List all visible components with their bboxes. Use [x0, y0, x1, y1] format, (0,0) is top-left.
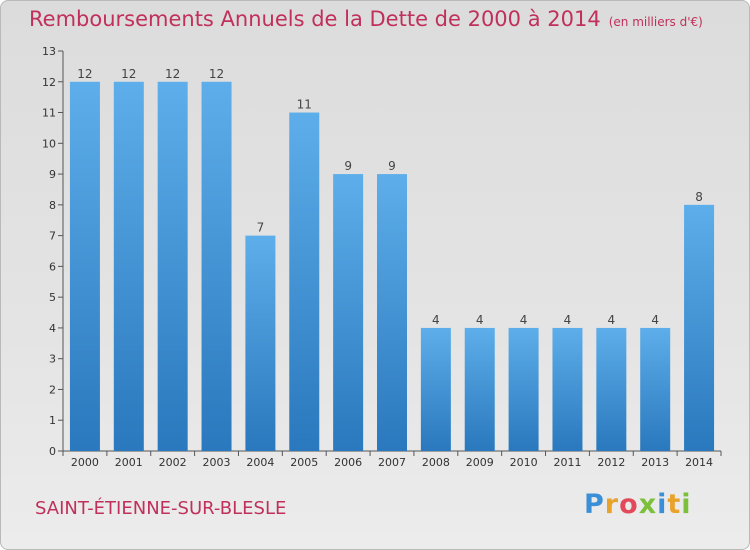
- x-tick-label: 2007: [378, 456, 406, 469]
- chart-title-text: Remboursements Annuels de la Dette de 20…: [29, 7, 601, 31]
- y-tick-label: 7: [49, 230, 56, 243]
- y-tick-label: 0: [49, 445, 56, 458]
- y-tick-label: 10: [42, 137, 56, 150]
- data-label: 12: [121, 67, 136, 81]
- bar-2007: [377, 174, 407, 452]
- chart-data-labels: 12 12 12 12 7 11 9 9 4 4 4 4 4 4 8: [77, 67, 703, 327]
- chart-bars: [69, 81, 715, 452]
- data-label: 4: [476, 313, 484, 327]
- data-label: 9: [388, 159, 396, 173]
- x-tick-label: 2004: [246, 456, 274, 469]
- bar-2004: [245, 235, 276, 451]
- y-tick-label: 6: [49, 260, 56, 273]
- data-label: 12: [165, 67, 180, 81]
- data-label: 11: [297, 98, 312, 112]
- bar-2000: [69, 81, 100, 452]
- y-tick-label: 9: [49, 168, 56, 181]
- data-label: 4: [651, 313, 659, 327]
- chart-subtitle: (en milliers d'€): [608, 15, 703, 29]
- bar-2002: [157, 81, 188, 452]
- chart-title: Remboursements Annuels de la Dette de 20…: [29, 7, 703, 31]
- bar-2014: [684, 204, 715, 451]
- x-tick-label: 2003: [203, 456, 231, 469]
- data-label: 9: [344, 159, 352, 173]
- bar-2003: [201, 81, 232, 452]
- bar-2005: [289, 112, 320, 452]
- data-label: 12: [77, 67, 92, 81]
- x-tick-label: 2002: [159, 456, 187, 469]
- y-tick-label: 3: [49, 353, 56, 366]
- y-tick-label: 1: [49, 414, 56, 427]
- bar-2010: [508, 327, 539, 451]
- x-tick-label: 2013: [641, 456, 669, 469]
- bar-2009: [464, 327, 495, 451]
- data-label: 4: [432, 313, 440, 327]
- x-tick-label: 2008: [422, 456, 450, 469]
- bar-2011: [552, 327, 583, 451]
- x-tick-label: 2014: [685, 456, 713, 469]
- y-tick-label: 11: [42, 107, 56, 120]
- data-label: 8: [695, 190, 703, 204]
- bar-2012: [596, 327, 627, 451]
- x-tick-label: 2009: [466, 456, 494, 469]
- x-tick-label: 2000: [71, 456, 99, 469]
- data-label: 12: [209, 67, 224, 81]
- proxiti-logo: Proxiti: [584, 489, 692, 520]
- x-tick-label: 2006: [334, 456, 362, 469]
- data-label: 4: [608, 313, 616, 327]
- x-tick-label: 2012: [597, 456, 625, 469]
- data-label: 7: [257, 221, 265, 235]
- y-tick-label: 5: [49, 291, 56, 304]
- commune-name: SAINT-ÉTIENNE-SUR-BLESLE: [35, 498, 287, 519]
- data-label: 4: [520, 313, 528, 327]
- bar-2001: [113, 81, 144, 452]
- y-tick-label: 13: [42, 45, 56, 58]
- data-label: 4: [564, 313, 572, 327]
- bar-2008: [420, 327, 451, 451]
- x-tick-label: 2005: [290, 456, 318, 469]
- y-tick-label: 8: [49, 199, 56, 212]
- x-tick-label: 2001: [115, 456, 143, 469]
- bar-2006: [333, 174, 364, 452]
- y-tick-label: 2: [49, 383, 56, 396]
- x-tick-label: 2010: [510, 456, 538, 469]
- bar-2013: [640, 327, 671, 451]
- y-tick-label: 12: [42, 76, 56, 89]
- x-tick-label: 2011: [553, 456, 581, 469]
- y-tick-label: 4: [49, 322, 56, 335]
